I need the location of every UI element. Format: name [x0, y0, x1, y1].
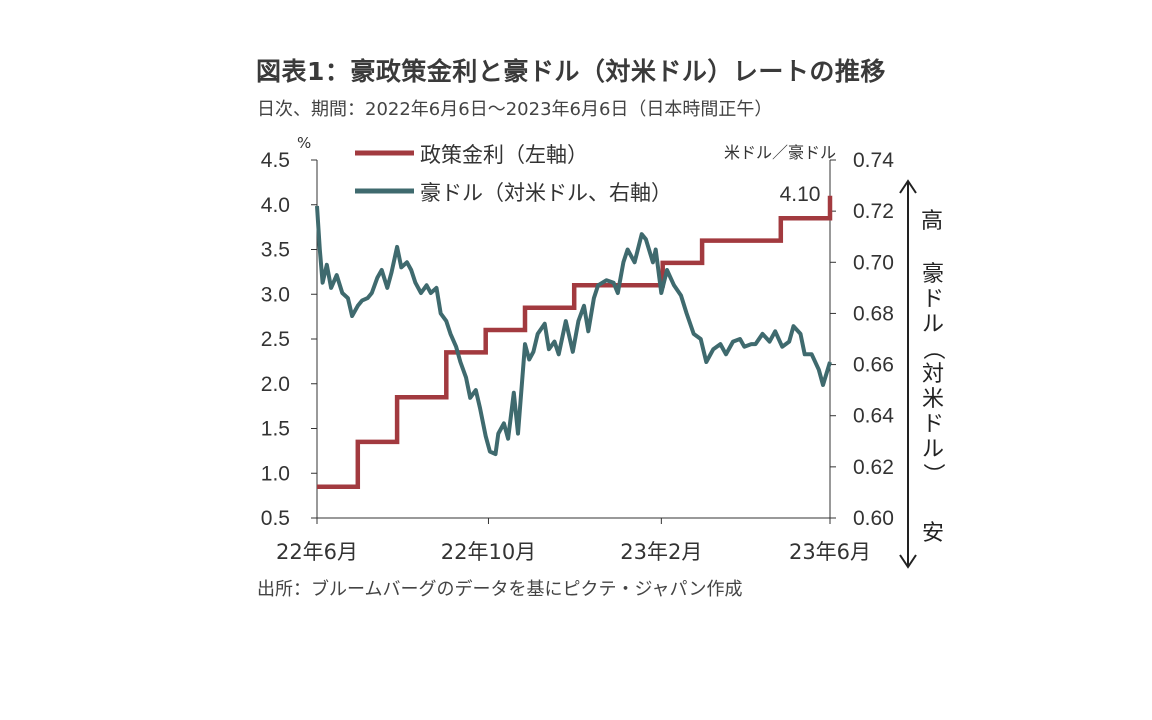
side-label-glyph: ル: [922, 437, 944, 462]
right-tick-label: 0.74: [853, 149, 894, 172]
side-label-glyph: ル: [922, 312, 944, 337]
right-axis-ticks: 0.74 0.72 0.70 0.68 0.66 0.64 0.62 0.60: [830, 149, 894, 530]
side-label-glyph: 豪: [922, 262, 944, 287]
side-label-glyph: 対: [922, 362, 944, 387]
chart-title: 図表1：豪政策金利と豪ドル（対米ドル）レートの推移: [256, 57, 886, 86]
left-tick-label: 4.0: [261, 194, 290, 217]
right-tick-label: 0.72: [853, 200, 894, 223]
right-axis-unit: 米ドル／豪ドル: [724, 143, 836, 162]
right-tick-label: 0.62: [853, 456, 894, 479]
left-tick-label: 4.5: [261, 149, 290, 172]
direction-arrow-up-head: [899, 179, 917, 194]
series-points-aud: [317, 206, 830, 454]
side-label-glyph: ド: [922, 412, 944, 437]
direction-low-label: 安: [922, 521, 944, 546]
left-tick-label: 1.0: [261, 462, 290, 485]
source-note: 出所：ブルームバーグのデータを基にピクテ・ジャパン作成: [257, 579, 743, 600]
left-tick-label: 2.5: [261, 328, 290, 351]
side-label-glyph: ド: [922, 287, 944, 312]
series-line-aud: [315, 205, 832, 457]
chart-subtitle: 日次、期間：2022年6月6日～2023年6月6日（日本時間正午）: [257, 99, 773, 120]
x-tick-label: 22年10月: [441, 540, 536, 564]
left-tick-label: 2.0: [261, 373, 290, 396]
right-tick-label: 0.68: [853, 302, 894, 325]
right-axis-side-label: 豪ドル（対米ドル）: [920, 262, 945, 485]
x-tick-label: 22年6月: [276, 540, 358, 564]
x-axis-ticks: 22年6月 22年10月 23年2月 23年6月: [276, 518, 871, 564]
direction-arrow-down-head: [899, 554, 917, 569]
right-tick-label: 0.64: [853, 405, 894, 428]
right-tick-label: 0.70: [853, 251, 894, 274]
left-tick-label: 1.5: [261, 418, 290, 441]
left-tick-label: 0.5: [261, 507, 290, 530]
side-label-glyph: ）: [920, 463, 945, 485]
right-tick-label: 0.60: [853, 507, 894, 530]
series-line-policy-rate: [317, 195, 833, 489]
left-tick-label: 3.5: [261, 239, 290, 262]
last-value-label: 4.10: [780, 183, 821, 206]
x-tick-label: 23年6月: [789, 540, 871, 564]
legend-label-policy-rate: 政策金利（左軸）: [420, 143, 588, 167]
direction-high-label: 高: [921, 209, 943, 234]
left-axis-ticks: 4.5 4.0 3.5 3.0 2.5 2.0 1.5 1.0 0.5: [261, 149, 317, 530]
legend-label-aud: 豪ドル（対米ドル、右軸）: [420, 181, 672, 205]
x-tick-label: 23年2月: [620, 540, 702, 564]
left-tick-label: 3.0: [261, 283, 290, 306]
side-label-glyph: 米: [922, 387, 944, 412]
right-tick-label: 0.66: [853, 354, 894, 377]
left-axis-unit: %: [297, 134, 311, 152]
side-label-glyph: （: [920, 338, 945, 360]
